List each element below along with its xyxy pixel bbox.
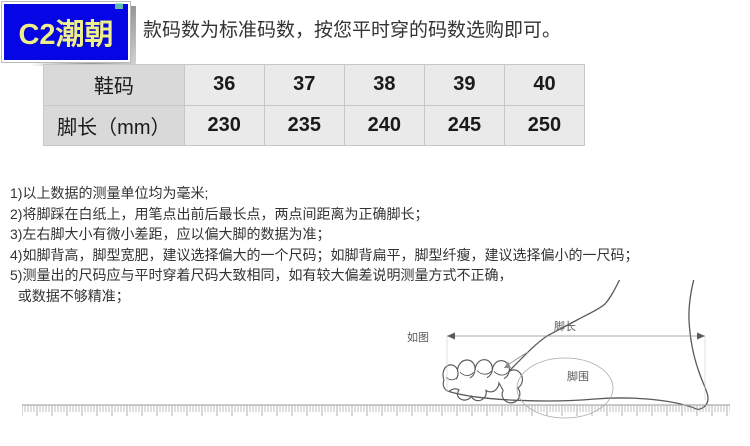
svg-text:脚围: 脚围 [567,369,589,383]
svg-text:脚长: 脚长 [554,319,576,333]
svg-text:如图: 如图 [407,330,429,344]
